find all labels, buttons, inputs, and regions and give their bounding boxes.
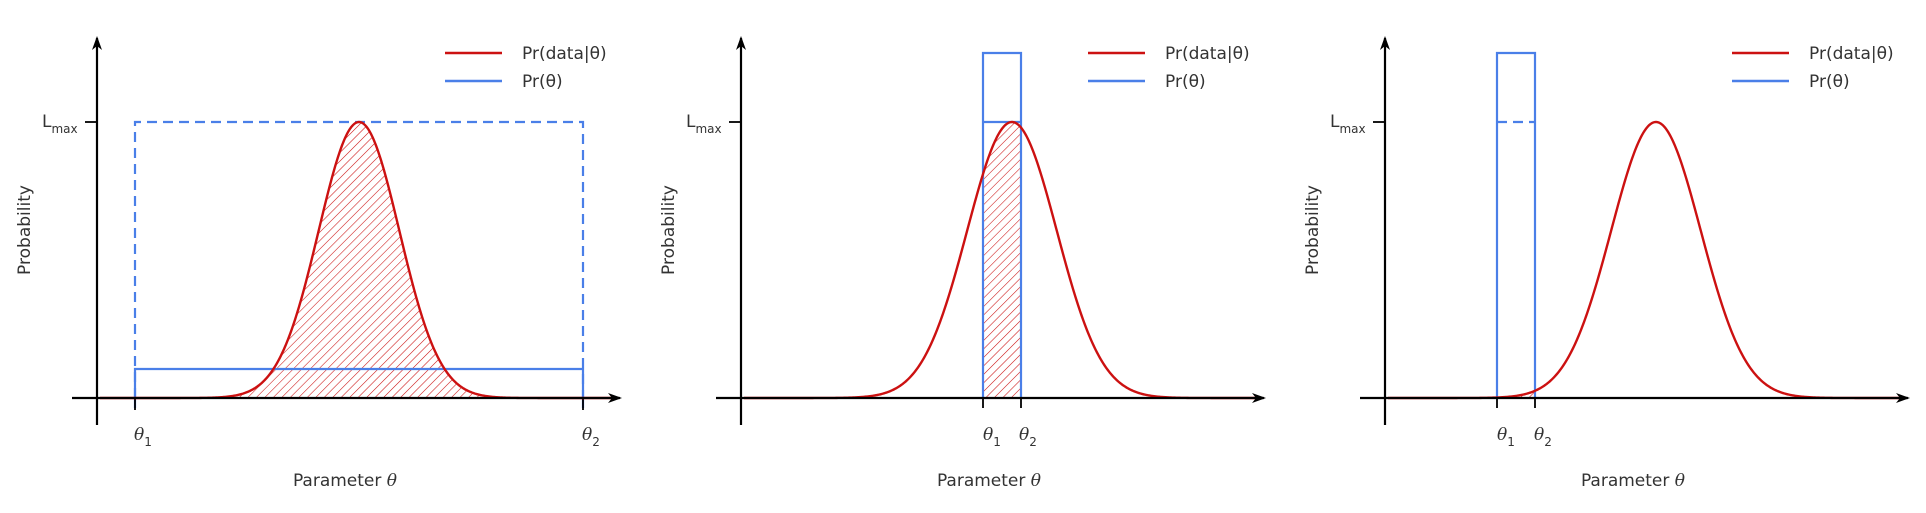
legend: Pr(data|θ) Pr(θ) (445, 44, 607, 92)
legend: Pr(data|θ) Pr(θ) (1732, 44, 1894, 92)
theta2-label: θ2 (582, 425, 600, 449)
plot-marks (1388, 51, 1906, 408)
legend-prior-label: Pr(θ) (1809, 72, 1850, 92)
prior-narrow-box (981, 51, 1023, 398)
legend-likelihood-label: Pr(data|θ) (1809, 44, 1894, 64)
theta2-label: θ2 (1019, 425, 1037, 449)
y-axis-label: Probability (659, 185, 679, 275)
legend-prior-label: Pr(θ) (1165, 72, 1206, 92)
plot-marks (100, 120, 615, 410)
lmax-label: Lmax (42, 112, 78, 136)
theta1-label: θ1 (134, 425, 152, 449)
prior-narrow-box (1495, 51, 1537, 398)
x-axis-label: Parameter θ (937, 471, 1041, 491)
posterior-hatched-area (1497, 390, 1535, 398)
theta2-label: θ2 (1534, 425, 1552, 449)
panel-narrow-prior-tail: Pr(data|θ) Pr(θ) Lmax Probability Parame… (1303, 36, 1910, 491)
y-axis-label: Probability (1303, 185, 1323, 275)
lmax-label: Lmax (686, 112, 722, 136)
likelihood-curve (1388, 120, 1906, 400)
prior-uniform (133, 367, 585, 408)
legend: Pr(data|θ) Pr(θ) (1088, 44, 1250, 92)
panel-narrow-prior-overlap: Pr(data|θ) Pr(θ) Lmax Probability Parame… (659, 36, 1266, 491)
lmax-label: Lmax (1330, 112, 1366, 136)
plot-marks (744, 51, 1262, 408)
x-axis-label: Parameter θ (293, 471, 397, 491)
posterior-hatched-area (135, 122, 583, 398)
theta1-label: θ1 (983, 425, 1001, 449)
legend-likelihood-label: Pr(data|θ) (1165, 44, 1250, 64)
legend-prior-label: Pr(θ) (522, 72, 563, 92)
legend-likelihood-label: Pr(data|θ) (522, 44, 607, 64)
panel-uniform-prior: Pr(data|θ) Pr(θ) Lmax Probability Parame… (15, 36, 622, 491)
theta1-label: θ1 (1497, 425, 1515, 449)
posterior-hatched-area (983, 122, 1021, 398)
x-axis-label: Parameter θ (1581, 471, 1685, 491)
y-axis-label: Probability (15, 185, 35, 275)
